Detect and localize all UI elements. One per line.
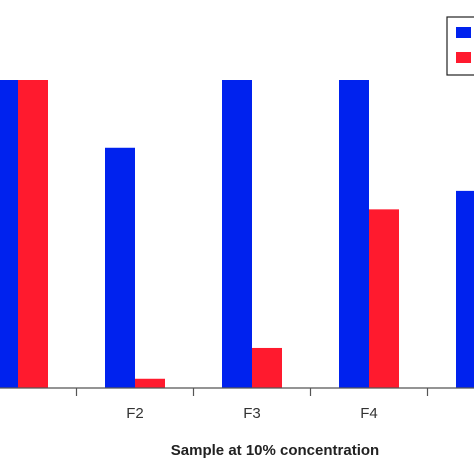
bar-f1-series-2 — [18, 80, 48, 388]
bar-f4-series-1 — [339, 80, 369, 388]
tick-labels-layer: F2F3F4F5 — [126, 405, 378, 422]
bar-f5-series-1 — [456, 190, 474, 388]
legend-box — [446, 16, 474, 76]
x-tick-label-f3: F3 — [243, 405, 261, 422]
x-axis-title: Sample at 10% concentration — [171, 442, 379, 459]
legend-swatch-series-1 — [456, 27, 471, 38]
legend — [446, 16, 474, 76]
bars-layer — [0, 80, 474, 388]
bar-f4-series-2 — [369, 209, 399, 388]
bar-f2-series-2 — [135, 378, 165, 388]
x-tick-label-f4: F4 — [360, 405, 378, 422]
bar-f1-series-1 — [0, 80, 18, 388]
x-tick-label-f2: F2 — [126, 405, 144, 422]
bar-f3-series-2 — [252, 347, 282, 388]
legend-swatch-series-2 — [456, 52, 471, 63]
bar-f2-series-1 — [105, 147, 135, 388]
ticks-layer — [75, 388, 429, 396]
bar-f3-series-1 — [222, 80, 252, 388]
